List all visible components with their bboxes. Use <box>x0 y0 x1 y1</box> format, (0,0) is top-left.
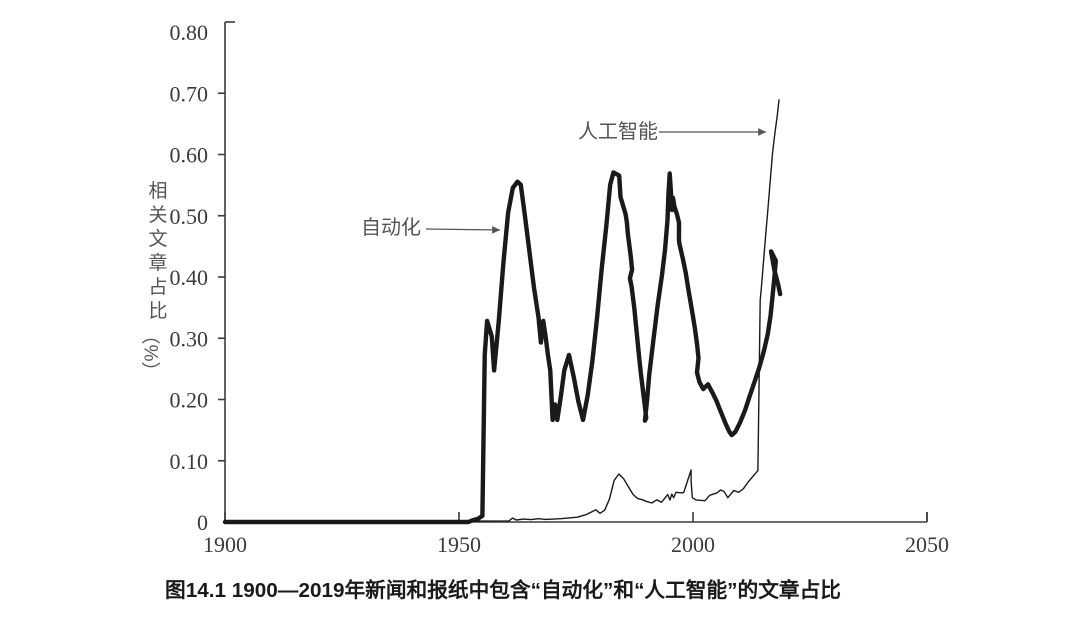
svg-text:0.10: 0.10 <box>170 449 209 474</box>
svg-text:0.60: 0.60 <box>170 143 209 168</box>
svg-text:0.70: 0.70 <box>170 81 209 106</box>
svg-text:比: 比 <box>148 300 167 322</box>
svg-text:0.80: 0.80 <box>170 20 209 45</box>
svg-text:文: 文 <box>148 228 167 250</box>
svg-text:0.50: 0.50 <box>170 204 209 229</box>
svg-text:2050: 2050 <box>905 532 949 557</box>
svg-text:1900: 1900 <box>203 532 247 557</box>
svg-text:2000: 2000 <box>671 532 715 557</box>
svg-text:0.40: 0.40 <box>170 265 209 290</box>
svg-text:关: 关 <box>148 204 167 226</box>
svg-text:0.30: 0.30 <box>170 326 209 351</box>
svg-text:人工智能: 人工智能 <box>578 120 658 143</box>
svg-text:图14.1 1900—2019年新闻和报纸中包含“自动化”和: 图14.1 1900—2019年新闻和报纸中包含“自动化”和“人工智能”的文章占… <box>165 578 841 602</box>
svg-text:1950: 1950 <box>437 532 481 557</box>
svg-text:自动化: 自动化 <box>361 216 421 239</box>
svg-text:占: 占 <box>148 276 167 298</box>
svg-text:0.20: 0.20 <box>170 388 209 413</box>
svg-text:（%）: （%） <box>141 326 163 381</box>
svg-text:章: 章 <box>148 252 167 274</box>
svg-text:相: 相 <box>148 180 167 202</box>
